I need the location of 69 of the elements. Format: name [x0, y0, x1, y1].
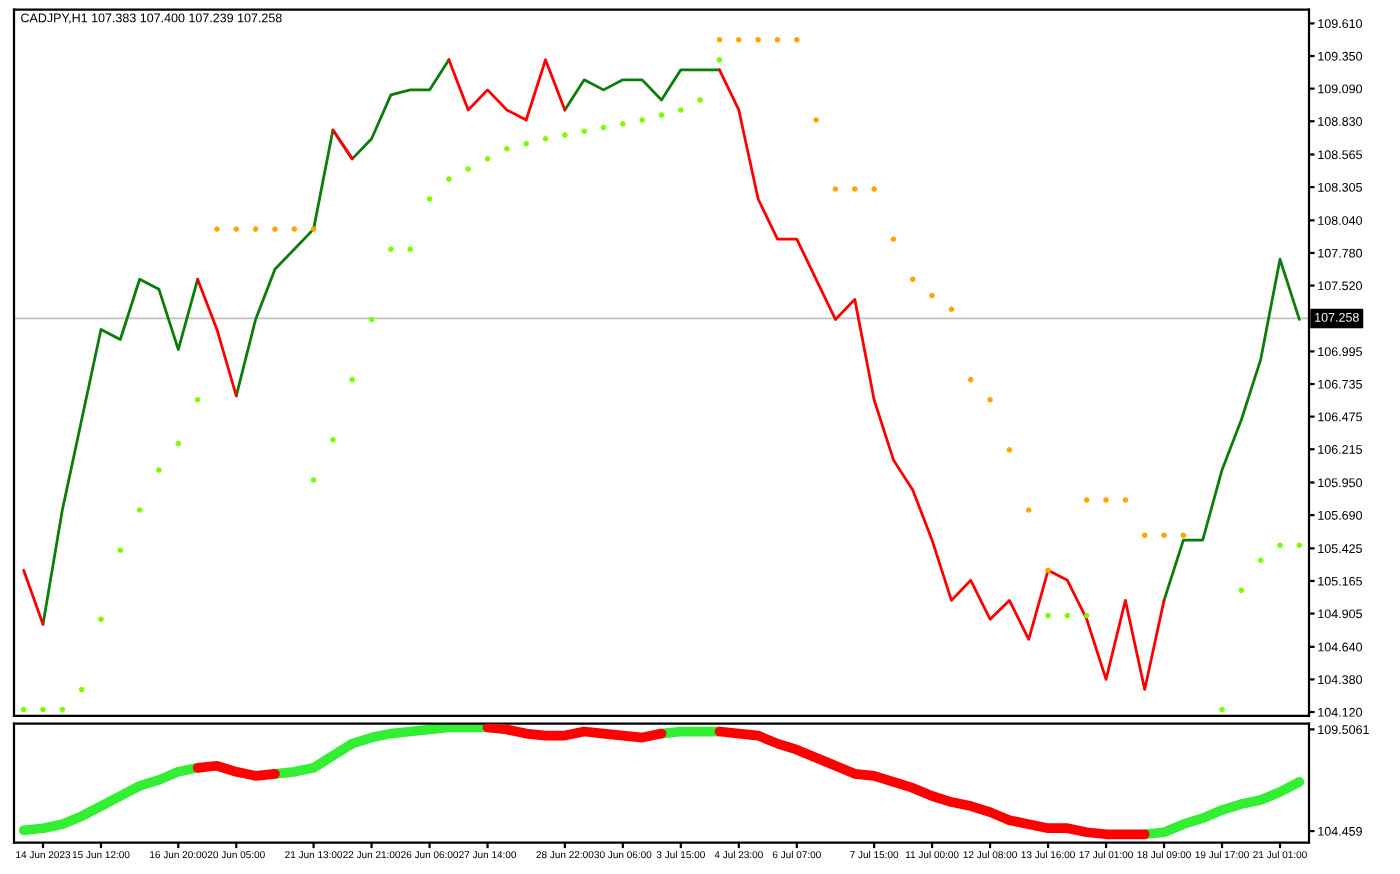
- point: [1103, 497, 1109, 503]
- point: [832, 186, 839, 192]
- point: [1141, 532, 1148, 538]
- point: [678, 107, 684, 113]
- point: [562, 132, 568, 138]
- point: [117, 547, 124, 554]
- point: [1025, 507, 1032, 513]
- point: [59, 706, 66, 713]
- point: [465, 166, 471, 172]
- point: [1122, 497, 1129, 503]
- point: [774, 36, 781, 43]
- point: [1238, 587, 1245, 594]
- point: [890, 236, 897, 242]
- point: [1045, 612, 1051, 619]
- point: [987, 396, 993, 403]
- point: [697, 97, 703, 103]
- point: [272, 226, 278, 232]
- point: [78, 686, 85, 693]
- point: [1161, 532, 1167, 538]
- point: [755, 36, 761, 43]
- point: [20, 706, 27, 713]
- point: [1064, 612, 1071, 619]
- point: [1219, 706, 1225, 713]
- point: [581, 128, 587, 135]
- point: [523, 141, 529, 147]
- point: [967, 376, 974, 383]
- point: [175, 440, 182, 447]
- point: [871, 186, 877, 192]
- point: [716, 36, 723, 43]
- point: [794, 36, 800, 43]
- point: [484, 156, 491, 162]
- point: [1180, 532, 1187, 538]
- point: [542, 136, 549, 142]
- point: [813, 117, 819, 123]
- point: [716, 57, 723, 63]
- point: [620, 120, 626, 127]
- point: [368, 316, 375, 323]
- point: [1083, 612, 1090, 619]
- point: [852, 186, 858, 192]
- point: [194, 396, 201, 403]
- point: [1006, 447, 1013, 453]
- point: [1083, 497, 1090, 503]
- point: [948, 306, 955, 313]
- point: [349, 376, 356, 383]
- point: [909, 276, 916, 283]
- point: [310, 226, 317, 232]
- point: [736, 36, 742, 43]
- point: [310, 477, 317, 483]
- point: [156, 467, 162, 473]
- point: [252, 226, 259, 232]
- point: [136, 507, 143, 513]
- point: [233, 226, 240, 232]
- point: [407, 246, 414, 252]
- point: [1045, 567, 1051, 574]
- point: [426, 196, 433, 202]
- point: [1277, 542, 1283, 548]
- point: [639, 117, 645, 123]
- point: [1296, 542, 1303, 548]
- point: [388, 246, 394, 252]
- point: [929, 292, 935, 299]
- point: [1257, 557, 1264, 564]
- point: [40, 706, 46, 713]
- point: [214, 226, 220, 232]
- point: [98, 616, 104, 622]
- point: [446, 176, 452, 182]
- point: [504, 146, 510, 152]
- point: [291, 226, 298, 232]
- point: [330, 437, 336, 443]
- point: [658, 112, 665, 118]
